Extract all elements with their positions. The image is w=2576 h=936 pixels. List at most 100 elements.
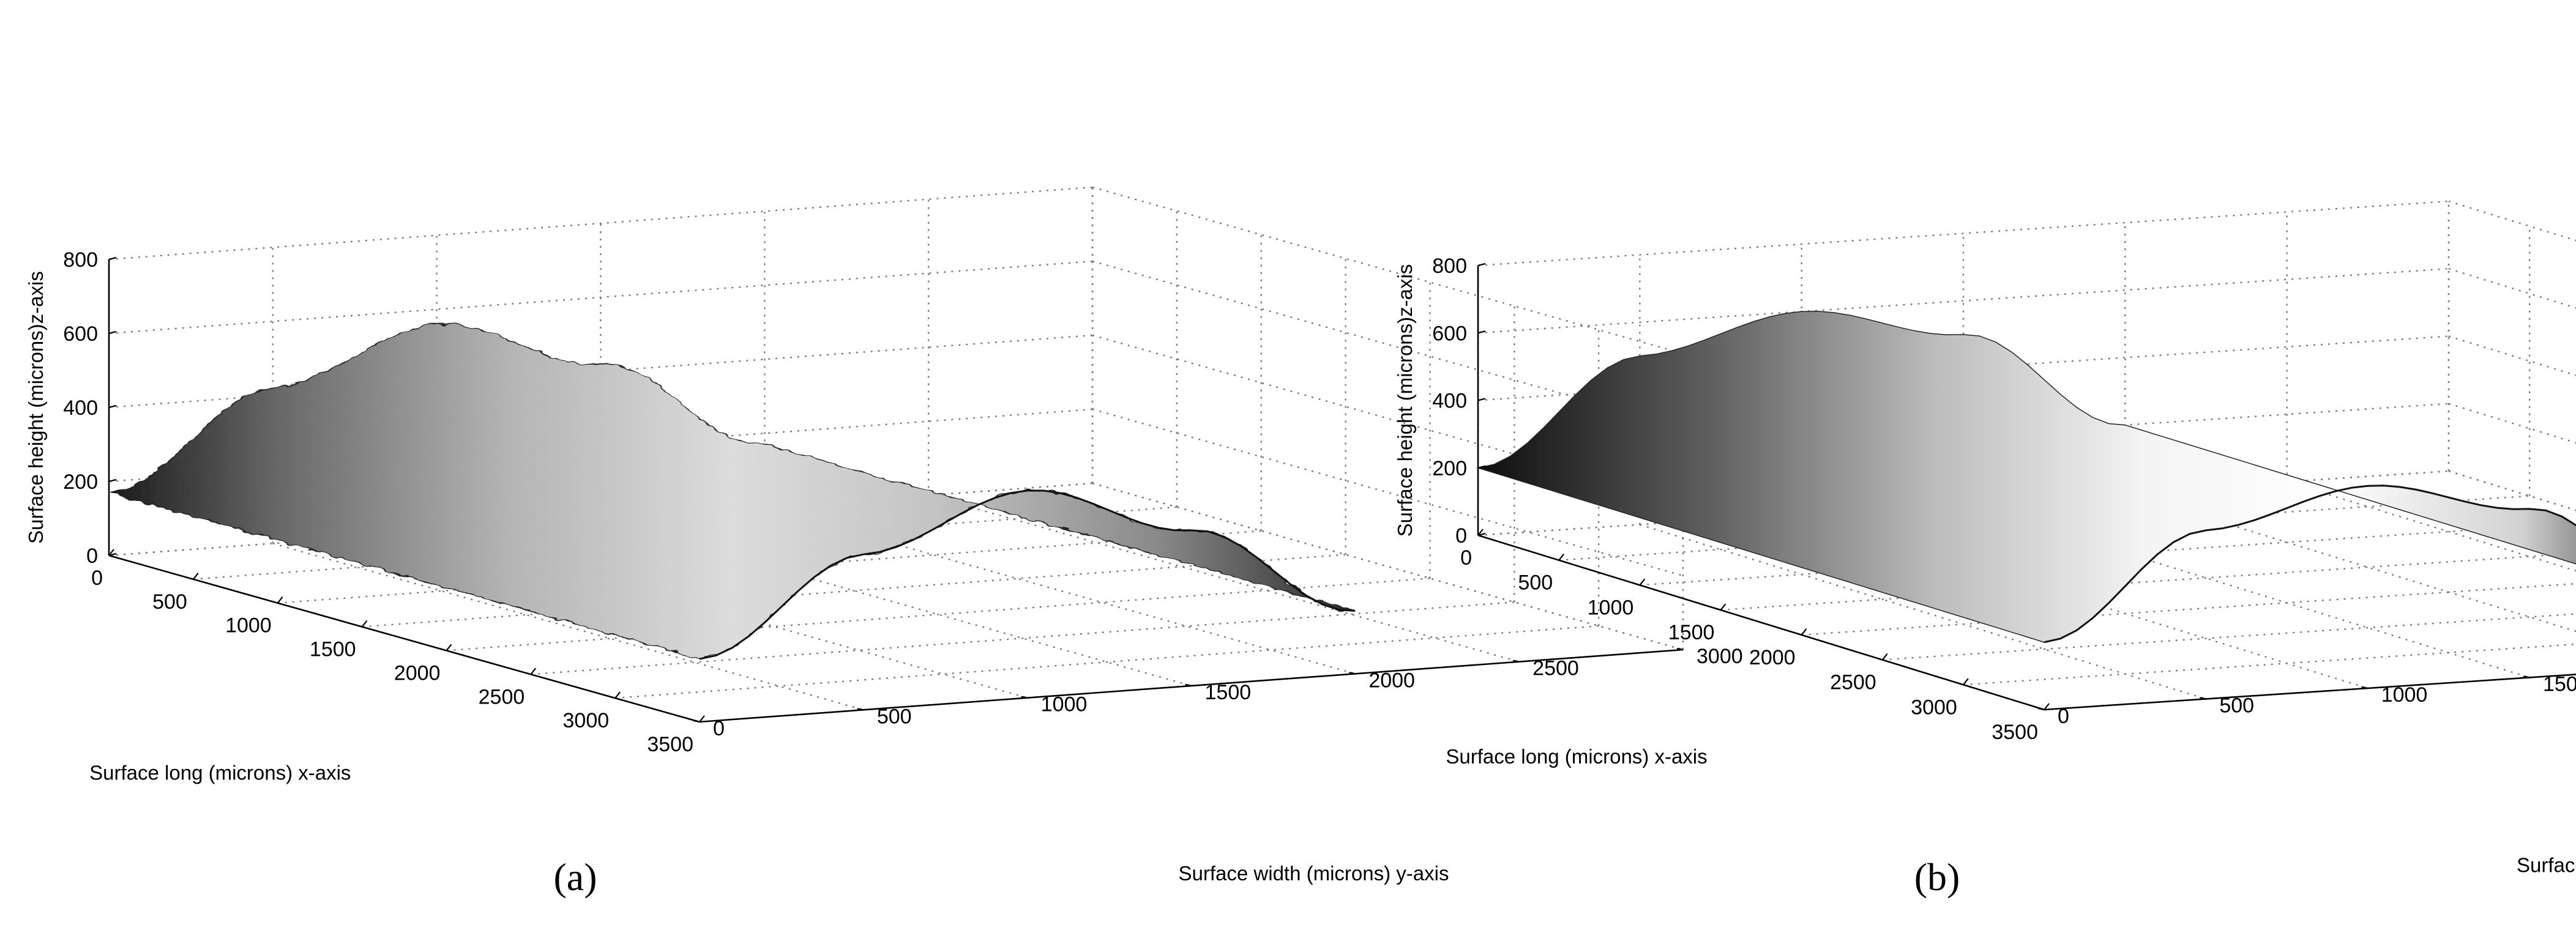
y-tick-mark (693, 719, 700, 723)
y-axis-label: Surface width (microns) y-axis (2517, 854, 2576, 877)
gridline-floor-y (1963, 502, 2530, 678)
y-tick-label: 1500 (1205, 681, 1252, 704)
gridline-floor-x (446, 578, 1430, 652)
gridline-side-z (1477, 268, 2449, 334)
gridline-floor-y (1801, 513, 2369, 689)
panel-caption: (a) (553, 855, 597, 899)
x-axis-label: Surface long (microns) x-axis (1446, 745, 1707, 768)
x-tick-label: 1000 (1588, 596, 1634, 619)
y-tick-mark (2037, 707, 2045, 711)
x-tick-mark (1881, 653, 1888, 661)
x-axis-line (1477, 534, 2045, 711)
z-tick-mark (108, 404, 117, 409)
y-axis-line (2044, 674, 2576, 711)
x-tick-mark (361, 620, 368, 628)
surface-plot (1476, 311, 2576, 643)
y-tick-label: 500 (877, 705, 912, 728)
y-tick-mark (2200, 697, 2206, 700)
surface-near-edge (699, 489, 1356, 660)
z-axis-label: Surface height (microns)z-axis (24, 271, 47, 544)
x-tick-label: 2000 (394, 661, 441, 685)
x-tick-label: 3500 (1992, 721, 2038, 744)
z-tick-mark (1477, 532, 1486, 537)
z-tick-label: 600 (1432, 322, 1467, 345)
z-tick-mark (108, 330, 117, 335)
y-tick-label: 2500 (1533, 657, 1579, 680)
y-tick-mark (1021, 696, 1028, 699)
x-tick-label: 1000 (225, 614, 272, 637)
x-tick-label: 3000 (563, 709, 610, 732)
gridline-floor-x (1720, 552, 2576, 611)
x-tick-mark (1720, 603, 1727, 611)
gridline-side-z (108, 186, 1093, 261)
z-tick-label: 0 (86, 544, 98, 568)
z-tick-label: 800 (63, 248, 98, 272)
y-tick-label: 1500 (2543, 673, 2576, 696)
x-tick-mark (108, 549, 114, 556)
y-tick-mark (1512, 659, 1520, 663)
y-tick-label: 1000 (1041, 693, 1088, 716)
z-tick-label: 800 (1432, 254, 1467, 278)
z-tick-label: 200 (1432, 457, 1467, 480)
y-tick-label: 0 (2058, 705, 2069, 728)
z-tick-mark (1477, 465, 1486, 469)
x-tick-label: 0 (1460, 546, 1472, 570)
z-tick-mark (1477, 398, 1486, 401)
x-tick-label: 3000 (1911, 696, 1957, 719)
gridline-floor-y (1092, 482, 1684, 651)
y-tick-label: 500 (2219, 694, 2254, 718)
chart-panel-a: 0200400600800050010001500200025003000350… (24, 186, 1743, 899)
x-tick-mark (277, 596, 283, 604)
gridline-side-z (1477, 200, 2449, 267)
x-tick-mark (699, 715, 705, 722)
gridline-side-z (108, 260, 1093, 335)
x-tick-mark (1558, 554, 1565, 561)
x-tick-mark (530, 667, 537, 675)
gridline-floor-x (362, 554, 1346, 628)
x-tick-mark (1962, 678, 1969, 685)
y-tick-mark (2361, 686, 2368, 689)
z-tick-mark (108, 552, 117, 557)
gridline-floor-x (2044, 674, 2576, 711)
z-tick-label: 400 (1432, 390, 1467, 413)
x-axis-line (108, 554, 700, 723)
gridline-floor-y (928, 494, 1520, 663)
gridline-floor-x (531, 601, 1515, 675)
y-tick-mark (1349, 672, 1356, 675)
y-tick-mark (2523, 675, 2530, 678)
x-tick-label: 3500 (647, 733, 693, 756)
z-axis-label: Surface height (microns)z-axis (1394, 264, 1416, 537)
chart-panel-b: 0 200 400 600 800 0 500 1000 1500 2000 2500 3000 350… (1394, 200, 2576, 899)
x-tick-label: 500 (1518, 571, 1553, 595)
x-tick-mark (1639, 578, 1646, 586)
z-tick-mark (1477, 330, 1486, 334)
y-tick-label: 2000 (1368, 669, 1415, 692)
x-tick-mark (192, 573, 199, 580)
z-tick-label: 0 (1455, 524, 1467, 548)
x-tick-mark (1801, 628, 1807, 636)
gridline-back-z (1092, 186, 1684, 355)
panel-caption: (b) (1914, 855, 1960, 899)
x-tick-mark (446, 644, 452, 652)
x-tick-label: 1500 (310, 638, 356, 661)
y-tick-mark (1185, 683, 1192, 687)
y-tick-mark (857, 708, 864, 711)
z-tick-mark (108, 256, 117, 261)
y-tick-mark (1676, 647, 1684, 651)
gridline-floor-y (1639, 524, 2206, 700)
x-tick-label: 0 (91, 566, 103, 590)
x-tick-label: 2500 (479, 685, 525, 708)
y-tick-label: 0 (713, 717, 725, 740)
z-tick-label: 200 (63, 470, 98, 494)
z-tick-mark (1477, 262, 1486, 267)
y-tick-label: 3000 (1697, 645, 1743, 668)
x-tick-mark (2044, 703, 2050, 710)
x-tick-label: 1500 (1668, 621, 1715, 644)
z-tick-label: 400 (63, 396, 98, 420)
gridline-floor-x (1882, 613, 2576, 661)
x-tick-mark (614, 691, 621, 699)
z-tick-mark (108, 478, 117, 483)
x-tick-label: 2500 (1830, 671, 1876, 694)
gridline-floor-x (615, 625, 1599, 699)
